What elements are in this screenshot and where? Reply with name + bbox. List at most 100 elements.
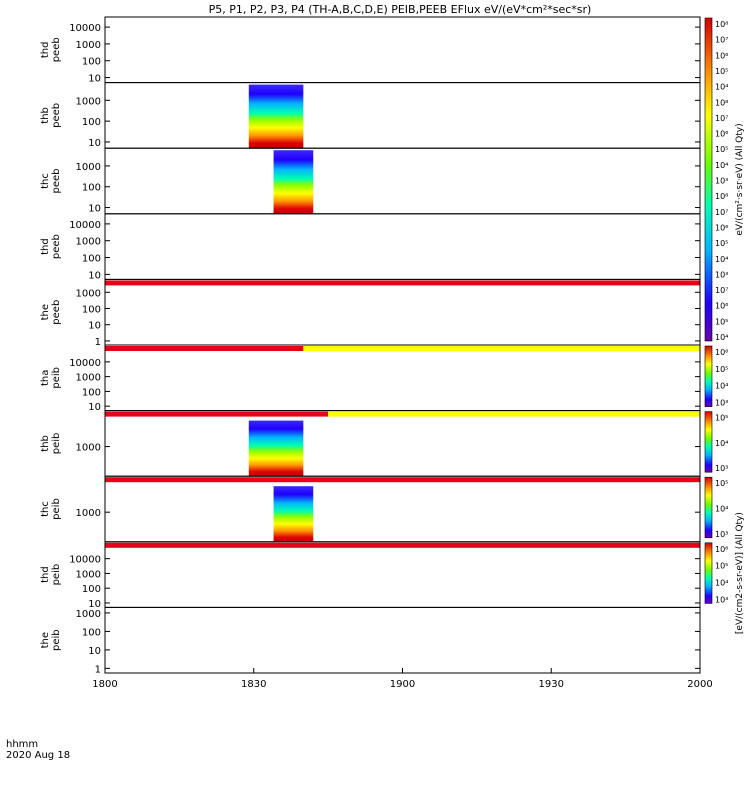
y-tick-label: 10 (88, 321, 101, 332)
y-tick-label: 1000 (76, 569, 101, 580)
panel-5: 10 100 1000 10000 thapeib (40, 344, 701, 413)
bar-yellow (328, 411, 700, 417)
spectrogram-block-0 (273, 486, 314, 542)
y-tick-label: 1000 (76, 96, 101, 107)
colorbar-tick-label: 10⁴ (715, 161, 728, 170)
colorbar-tick-label: 10⁶ (715, 302, 728, 311)
y-tick-label: 10000 (69, 358, 101, 369)
colorbar-fill (704, 542, 713, 604)
panel-label-line1: the (40, 632, 51, 648)
y-tick-label: 100 (82, 387, 101, 398)
y-tick-label: 1 (95, 664, 101, 675)
panel-frame (104, 82, 701, 149)
panel-label-line2: peib (51, 564, 62, 586)
colorbar-tick-label: 10³ (715, 270, 728, 279)
y-tick-label: 10000 (69, 23, 101, 34)
panel-6: 1000 thbpeib (40, 410, 701, 477)
colorbar-tick-label: 10⁶ (715, 348, 728, 357)
y-tick-label: 1000 (76, 237, 101, 248)
panel-label-line2: peib (51, 498, 62, 520)
x-tick-label: 1930 (539, 679, 564, 690)
x-label-line1: hhmm (6, 739, 38, 750)
y-tick-label: 100 (82, 627, 101, 638)
panel-3: 10 100 1000 10000 thdpeeb (40, 213, 701, 281)
spectrogram-block-0 (248, 84, 304, 149)
y-tick-label: 1000 (76, 162, 101, 173)
colorbar-tick-label: 10⁴ (715, 382, 728, 391)
y-tick-label: 10 (88, 599, 101, 610)
panel-frame (104, 410, 701, 477)
colorbar-3: 10⁵ 10⁴ 10³ (704, 476, 728, 539)
y-tick-label: 10000 (69, 220, 101, 231)
panel-2: 10 100 1000 thcpeeb (40, 147, 701, 215)
panel-label: thdpeeb (40, 234, 62, 259)
panel-label-line1: thd (40, 41, 51, 58)
panel-label-line2: peeb (51, 234, 62, 259)
y-tick-label: 1000 (76, 40, 101, 51)
y-tick-label: 100 (82, 254, 101, 265)
colorbar-fill (704, 17, 713, 342)
x-tick-label: 1800 (92, 679, 117, 690)
bar-yellow (303, 346, 700, 351)
y-tick-label: 100 (82, 584, 101, 595)
y-tick-label: 10 (88, 74, 101, 85)
panel-label: thbpeib (40, 433, 62, 455)
y-tick-label: 100 (82, 57, 101, 68)
colorbar-tick-label: 10⁵ (715, 479, 728, 488)
panel-label: thepeeb (40, 300, 62, 325)
colorbar-tick-label: 10⁸ (715, 192, 728, 201)
panel-label: thcpeib (40, 498, 62, 520)
panel-label: thapeib (40, 367, 62, 389)
colorbar-fill (704, 476, 713, 539)
x-tick-label: 2000 (687, 679, 712, 690)
colorbar-4: 10⁶ 10⁵ 10⁴ 10³ [eV/(cm2-s-sr-eV)] (All Qty) (704, 512, 745, 634)
y-tick-label: 1000 (76, 443, 101, 454)
colorbar-tick-label: 10³ (715, 464, 728, 473)
colorbar-tick-label: 10⁴ (715, 83, 728, 92)
panel-label-line1: thb (40, 107, 51, 124)
panel-frame (104, 213, 701, 280)
panel-label-line2: peeb (51, 37, 62, 62)
y-tick-label: 1000 (76, 373, 101, 384)
panel-0: 10 100 1000 10000 thdpeeb (40, 16, 701, 85)
colorbar-tick-label: 10⁴ (715, 255, 728, 264)
colorbar-0: 10⁸ 10⁷ 10⁶ 10⁵ 10⁴ 10⁸ 10⁷ 10⁶ 10⁵ 10⁴ 10³ 10⁸ 10⁷ 1… (704, 17, 745, 342)
colorbar-tick-label: 10⁶ (715, 223, 728, 232)
colorbar-tick-label: 10⁷ (715, 36, 728, 45)
panel-frame (104, 344, 701, 412)
y-tick-label: 1000 (76, 508, 101, 519)
colorbar-tick-label: 10⁵ (715, 414, 728, 423)
bar-red (105, 542, 700, 548)
y-tick-label: 1000 (76, 609, 101, 620)
panel-label: thbpeeb (40, 103, 62, 128)
y-tick-label: 10 (88, 270, 101, 281)
bar-red (105, 411, 329, 417)
bar-red (105, 477, 700, 483)
panel-label-line1: tha (40, 370, 51, 386)
colorbar-tick-label: 10⁵ (715, 239, 728, 248)
panel-1: 10 100 1000 thbpeeb (40, 82, 701, 149)
y-tick-label: 10 (88, 138, 101, 149)
colorbar-tick-label: 10⁵ (715, 67, 728, 76)
spectrogram-block-0 (273, 150, 314, 214)
colorbar-tick-label: 10⁵ (715, 365, 728, 374)
colorbar-tick-label: 10⁷ (715, 286, 728, 295)
colorbar-tick-label: 10⁷ (715, 114, 728, 123)
panel-frame (104, 278, 701, 346)
panel-4: 1 10 100 1000 thepeeb (40, 278, 701, 348)
panels-layer: 10100100010000thdpeeb101001000thbpeeb101… (40, 16, 701, 675)
panel-label-line1: thd (40, 566, 51, 583)
colorbar-tick-label: 10⁶ (715, 51, 728, 60)
y-tick-label: 10 (88, 204, 101, 215)
panel-label-line1: thb (40, 435, 51, 452)
colorbar-tick-label: 10⁴ (715, 439, 728, 448)
chart-title: P5, P1, P2, P3, P4 (TH-A,B,C,D,E) PEIB,P… (209, 3, 592, 16)
panel-label-line2: peib (51, 629, 62, 651)
panel-frame (104, 16, 701, 84)
panel-label-line1: thd (40, 238, 51, 255)
panel-label: thepeib (40, 629, 62, 651)
y-tick-label: 100 (82, 183, 101, 194)
colorbar-fill (704, 345, 713, 407)
panel-frame (104, 606, 701, 674)
